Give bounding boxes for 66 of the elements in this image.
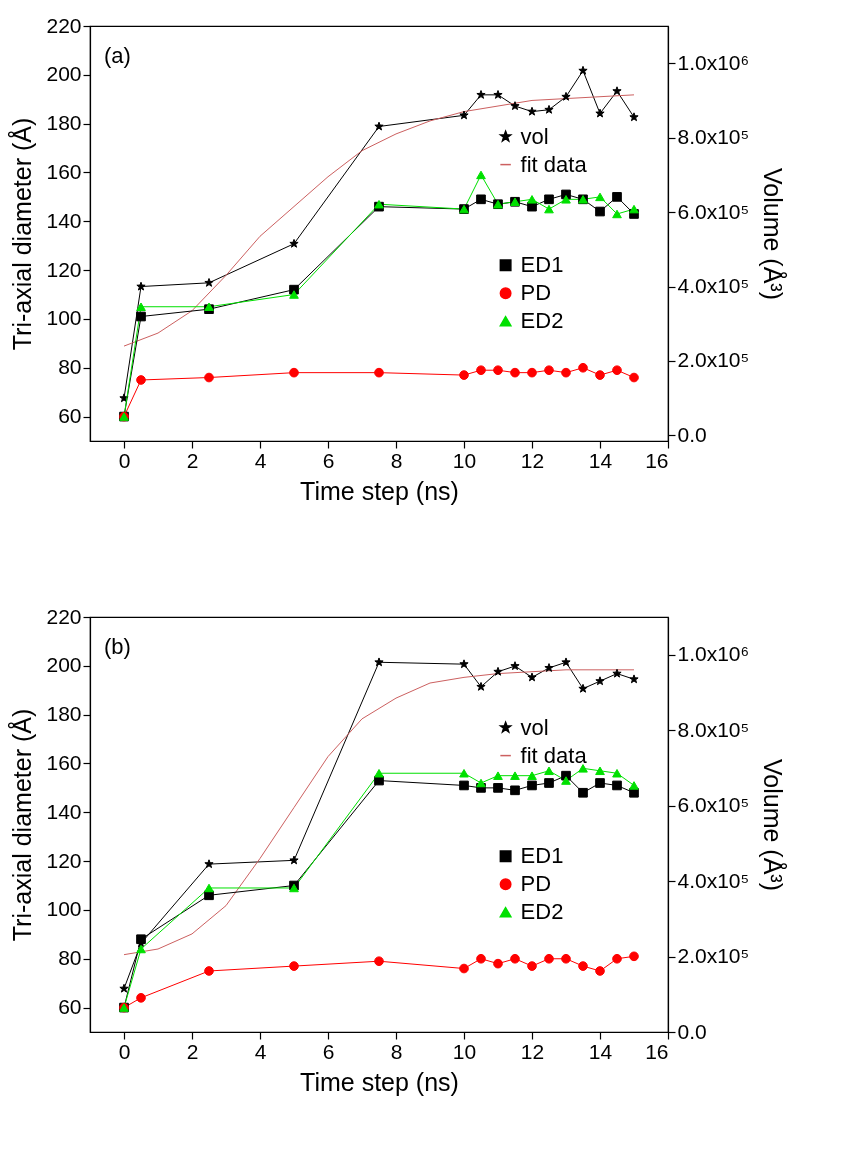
x-tick-label: 0 xyxy=(118,1039,131,1063)
y-tick-label: 120 xyxy=(46,848,82,872)
x-tick-label: 12 xyxy=(520,448,545,472)
y-tick-label: 180 xyxy=(46,111,82,135)
x-tick-label: 6 xyxy=(322,448,335,472)
x-tick-label: 8 xyxy=(390,448,403,472)
y2-tick-label: 8.0x10⁵ xyxy=(677,125,750,149)
y-tick-label: 220 xyxy=(46,604,82,628)
legend-label: fit data xyxy=(520,151,588,177)
y-tick-label: 200 xyxy=(46,62,82,86)
y2-tick-label: 1.0x10⁶ xyxy=(677,642,750,666)
y-tick-label: 80 xyxy=(58,355,82,379)
y-tick-label: 220 xyxy=(46,13,82,37)
legend-label: ED2 xyxy=(520,308,564,334)
y-tick-label: 120 xyxy=(46,257,82,281)
x-tick-label: 10 xyxy=(452,448,477,472)
y-tick-label: 80 xyxy=(58,946,82,970)
y2-tick-label: 0.0 xyxy=(677,422,707,446)
legend-label: ED1 xyxy=(520,843,564,869)
x-tick-label: 16 xyxy=(645,448,669,472)
legend-label: fit data xyxy=(520,742,588,768)
x-tick-label: 10 xyxy=(452,1039,477,1063)
y2-tick-label: 1.0x10⁶ xyxy=(677,50,750,74)
legend-label: ED1 xyxy=(520,252,564,278)
x-axis-title: Time step (ns) xyxy=(300,476,459,505)
x-tick-label: 4 xyxy=(254,1039,267,1063)
y-axis-title: Tri-axial diameter (Å) xyxy=(7,117,37,351)
y-tick-label: 60 xyxy=(58,404,82,428)
legend-label: vol xyxy=(520,714,549,740)
y2-tick-label: 0.0 xyxy=(677,1019,707,1043)
legend-label: PD xyxy=(520,280,552,306)
legend-label: vol xyxy=(520,123,549,149)
y2-tick-label: 2.0x10⁵ xyxy=(677,944,750,968)
y-tick-label: 200 xyxy=(46,653,82,677)
y-axis-title: Tri-axial diameter (Å) xyxy=(7,708,37,942)
x-tick-label: 2 xyxy=(186,1039,199,1063)
y2-tick-label: 4.0x10⁵ xyxy=(677,868,750,892)
y-tick-label: 140 xyxy=(46,799,82,823)
y-tick-label: 160 xyxy=(46,159,82,183)
x-tick-label: 0 xyxy=(118,448,131,472)
y2-axis-title: Volume (Å³) xyxy=(759,168,789,300)
y-tick-label: 160 xyxy=(46,750,82,774)
x-tick-label: 8 xyxy=(390,1039,403,1063)
legend-label: PD xyxy=(520,871,552,897)
y-tick-label: 140 xyxy=(46,208,82,232)
y2-tick-label: 4.0x10⁵ xyxy=(677,274,750,298)
x-tick-label: 12 xyxy=(520,1039,545,1063)
x-tick-label: 16 xyxy=(645,1039,669,1063)
y2-tick-label: 2.0x10⁵ xyxy=(677,348,750,372)
y2-tick-label: 6.0x10⁵ xyxy=(677,199,750,223)
x-tick-label: 14 xyxy=(588,1039,613,1063)
y-tick-label: 100 xyxy=(46,897,82,921)
annotation: (b) xyxy=(104,634,131,659)
x-tick-label: 6 xyxy=(322,1039,335,1063)
y-tick-label: 180 xyxy=(46,702,82,726)
y2-tick-label: 6.0x10⁵ xyxy=(677,793,750,817)
y2-axis-title: Volume (Å³) xyxy=(759,759,789,891)
x-tick-label: 14 xyxy=(588,448,613,472)
legend-label: ED2 xyxy=(520,899,564,925)
y2-tick-label: 8.0x10⁵ xyxy=(677,717,750,741)
y-tick-label: 60 xyxy=(58,995,82,1019)
x-axis-title: Time step (ns) xyxy=(300,1067,459,1096)
y-tick-label: 100 xyxy=(46,306,82,330)
x-tick-label: 4 xyxy=(254,448,267,472)
annotation: (a) xyxy=(104,43,131,68)
x-tick-label: 2 xyxy=(186,448,199,472)
